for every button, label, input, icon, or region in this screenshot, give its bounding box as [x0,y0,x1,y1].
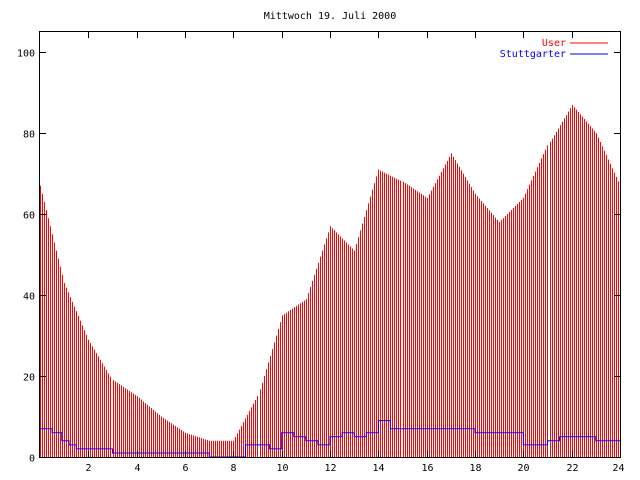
y-tick-label: 100 [17,49,35,60]
x-tick-label: 20 [517,463,529,474]
x-axis: 2 4 6 8 10 12 14 16 18 20 22 24 [85,32,625,474]
y-tick-label: 20 [23,373,35,384]
legend-label-stuttgarter: Stuttgarter [500,49,566,60]
stuttgarter-line [40,420,620,458]
chart-title: Mittwoch 19. Juli 2000 [264,11,396,22]
legend-label-user: User [542,38,566,49]
x-tick-label: 18 [469,463,481,474]
y-tick-label: 80 [23,130,35,141]
x-tick-label: 24 [612,463,624,474]
x-tick-label: 22 [566,463,578,474]
y-tick-label: 0 [29,454,35,465]
x-tick-label: 14 [372,463,384,474]
plot-frame [39,31,621,458]
y-axis: 0 20 40 60 80 100 [17,49,620,465]
x-tick-label: 16 [421,463,433,474]
x-tick-label: 2 [85,463,91,474]
legend: User Stuttgarter [500,38,608,60]
x-tick-label: 8 [230,463,236,474]
user-bars [40,104,621,457]
y-tick-label: 60 [23,211,35,222]
x-tick-label: 4 [134,463,140,474]
y-tick-label: 40 [23,292,35,303]
x-tick-label: 6 [182,463,188,474]
x-tick-label: 10 [276,463,288,474]
x-tick-label: 12 [324,463,336,474]
